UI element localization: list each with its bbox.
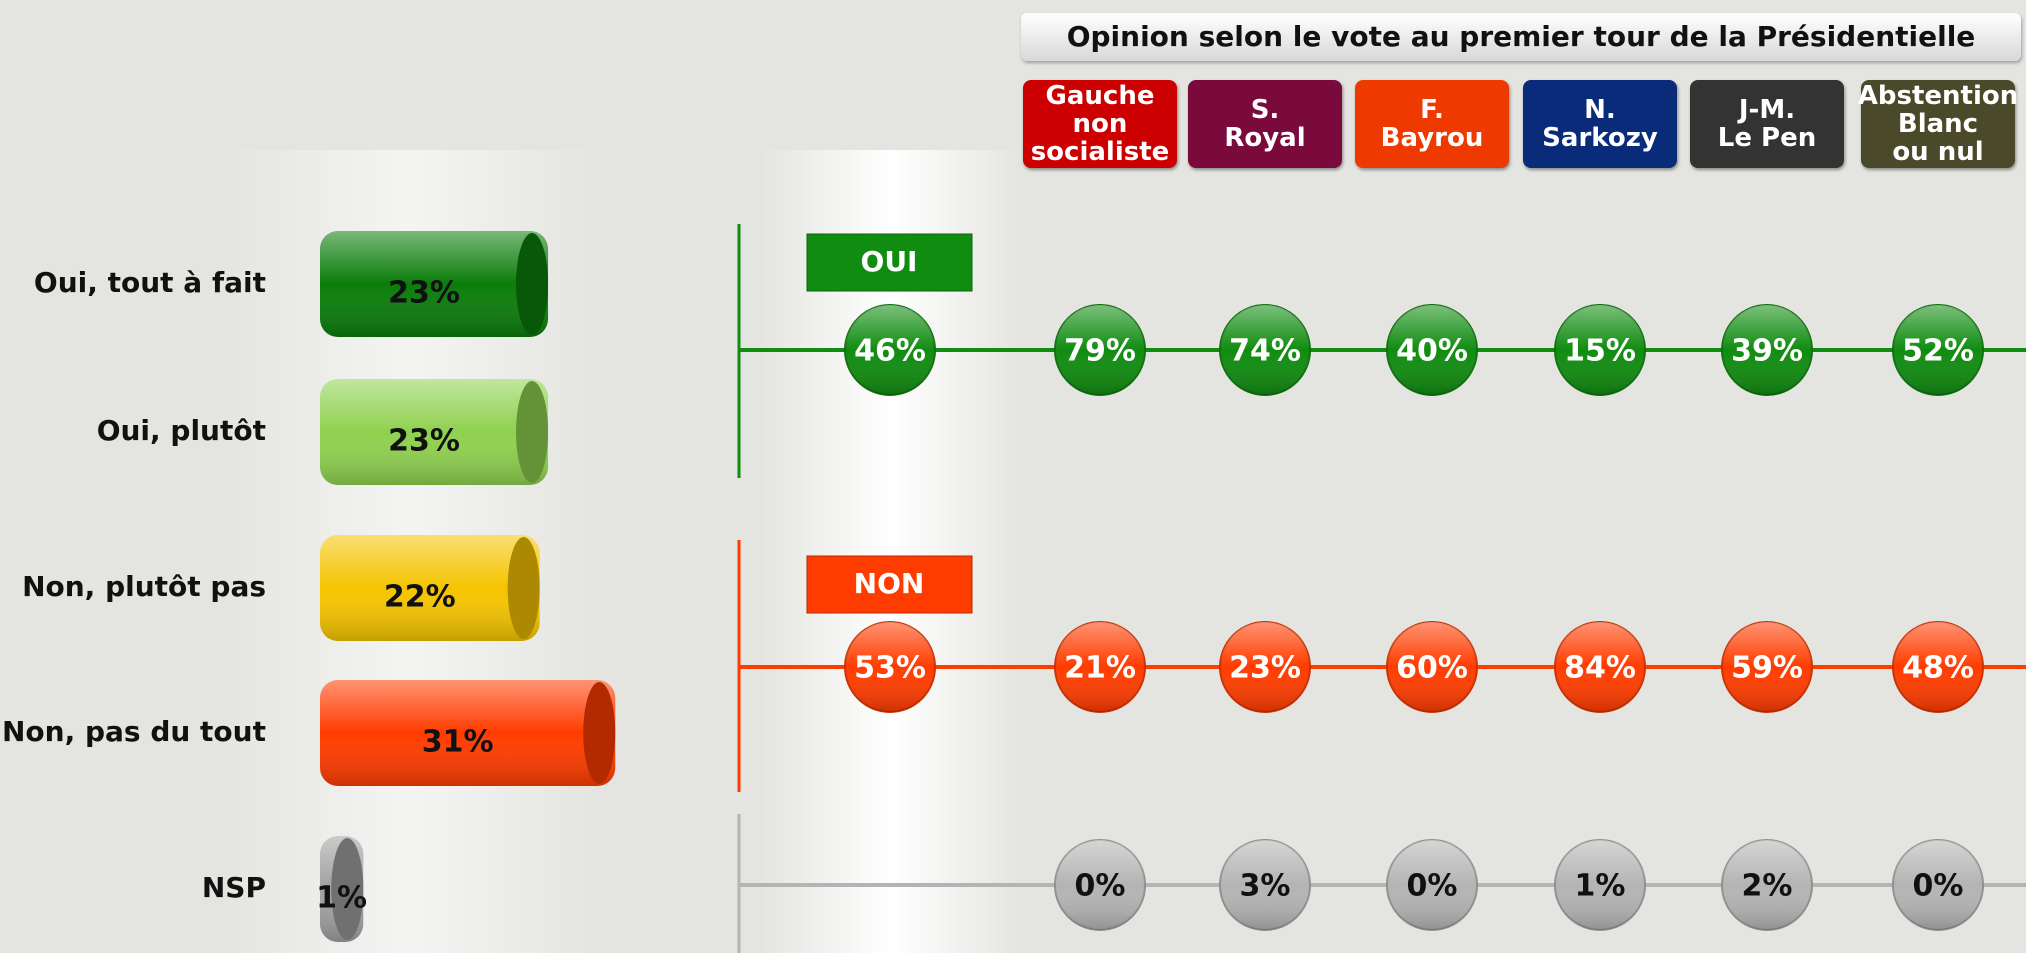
chart-title: Opinion selon le vote au premier tour de… [1021, 13, 2021, 61]
value-label: 84% [1564, 651, 1636, 686]
dot-shine [1387, 840, 1477, 930]
dot-shine [1055, 622, 1145, 712]
value-label: 0% [1075, 869, 1126, 904]
category-label: Oui, plutôt [97, 414, 266, 447]
category-label: Non, plutôt pas [22, 570, 266, 603]
dot-shine [1555, 840, 1645, 930]
bar-shine [320, 535, 540, 641]
dot-shine [845, 305, 935, 395]
category-label: Non, pas du tout [2, 715, 266, 748]
dot-shine [1893, 622, 1983, 712]
dot-shine [1220, 305, 1310, 395]
dot-shine [1893, 305, 1983, 395]
bar-shine [320, 231, 549, 337]
category-label: Oui, tout à fait [34, 266, 266, 299]
value-label: 23% [388, 276, 460, 311]
dot-shine [1893, 840, 1983, 930]
bar-end [331, 838, 364, 940]
legend-tag [806, 233, 973, 292]
value-label: 39% [1731, 334, 1803, 369]
column-header: Gauche non socialiste [1023, 80, 1177, 168]
category-label: NSP [202, 871, 266, 904]
dot-shine [1722, 840, 1812, 930]
dot-shine [1220, 840, 1310, 930]
bar-shine [320, 680, 616, 786]
value-label: 60% [1396, 651, 1468, 686]
value-label: 23% [1229, 651, 1301, 686]
column-header: Abstention Blanc ou nul [1857, 80, 2019, 168]
legend-tag [806, 555, 973, 614]
dot-shine [1722, 305, 1812, 395]
dot-shine [1055, 305, 1145, 395]
value-label: 0% [1407, 869, 1458, 904]
value-label: 79% [1064, 334, 1136, 369]
value-label: 3% [1240, 869, 1291, 904]
dot-shine [1220, 622, 1310, 712]
value-label: 15% [1564, 334, 1636, 369]
value-label: 40% [1396, 334, 1468, 369]
value-label: 1% [316, 881, 367, 916]
value-label: 52% [1902, 334, 1974, 369]
value-label: 2% [1742, 869, 1793, 904]
value-label: 21% [1064, 651, 1136, 686]
value-label: 31% [422, 725, 494, 760]
dot-shine [845, 622, 935, 712]
value-label: 22% [384, 580, 456, 615]
dot-shine [1387, 305, 1477, 395]
value-label: 46% [854, 334, 926, 369]
bar-end [516, 233, 549, 335]
value-label: 1% [1575, 869, 1626, 904]
legend-label: OUI [861, 245, 918, 278]
legend-label: NON [854, 567, 925, 600]
dot-shine [1722, 622, 1812, 712]
value-label: 74% [1229, 334, 1301, 369]
dot-shine [1555, 622, 1645, 712]
column-header: N. Sarkozy [1523, 80, 1677, 168]
value-label: 0% [1913, 869, 1964, 904]
dot-shine [1055, 840, 1145, 930]
value-label: 53% [854, 651, 926, 686]
bar-end [507, 537, 540, 639]
bar-shine [320, 379, 549, 485]
bar-end [516, 381, 549, 483]
value-label: 23% [388, 424, 460, 459]
dot-shine [1555, 305, 1645, 395]
column-header: S. Royal [1188, 80, 1342, 168]
column-header: F. Bayrou [1355, 80, 1509, 168]
value-label: 48% [1902, 651, 1974, 686]
dot-shine [1387, 622, 1477, 712]
column-header: J-M. Le Pen [1690, 80, 1844, 168]
value-label: 59% [1731, 651, 1803, 686]
bar-end [583, 682, 616, 784]
